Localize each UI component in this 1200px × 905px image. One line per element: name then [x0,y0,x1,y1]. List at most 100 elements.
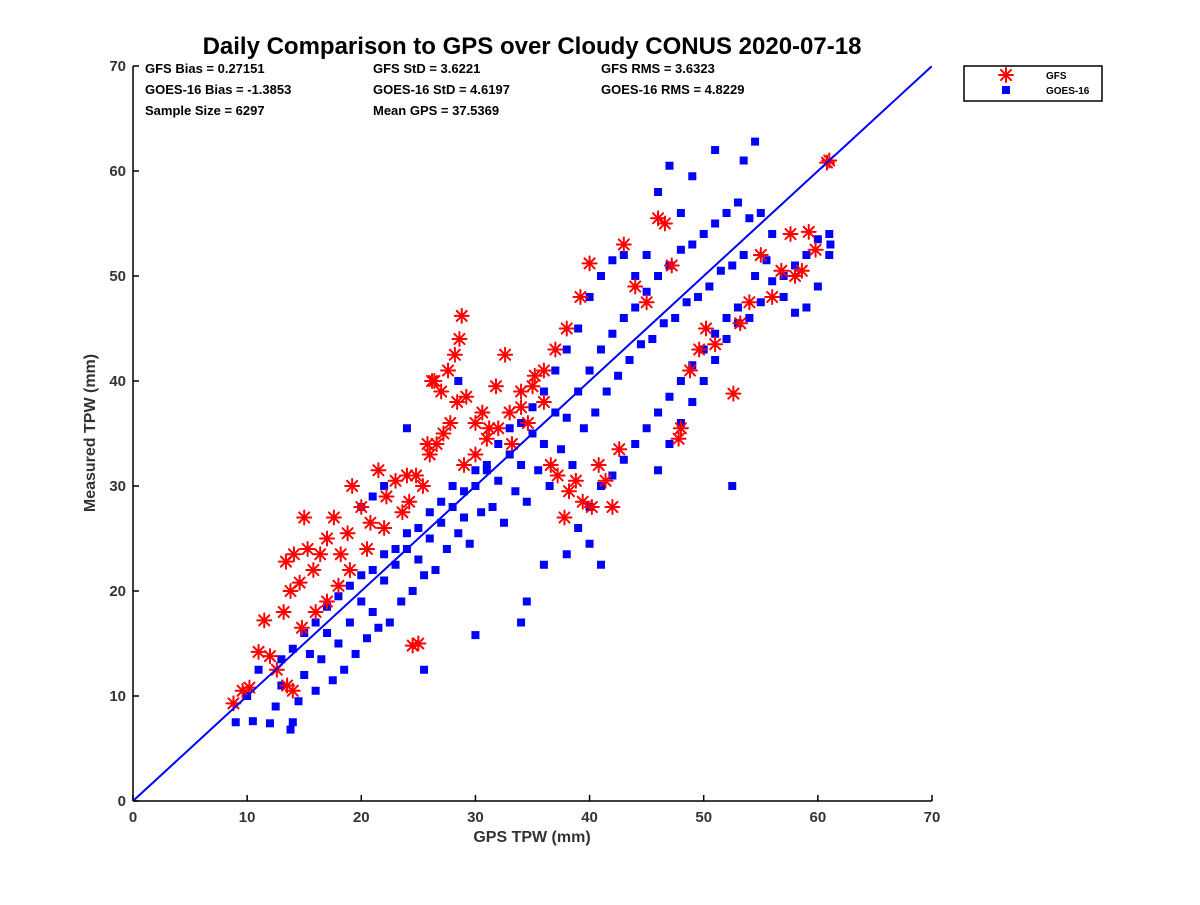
goes16-point [711,329,720,338]
goes16-point [499,518,508,527]
goes16-point [574,324,583,333]
gfs-point [296,509,313,526]
gfs-point [339,525,356,542]
gfs-point [752,247,769,263]
gfs-point [279,677,296,694]
goes16-point [711,356,720,364]
goes16-point [591,408,600,417]
goes16-point [654,188,663,196]
goes16-point [528,403,537,412]
goes16-point [522,497,531,506]
goes16-point [294,697,303,706]
stat-gfs-rms: GFS RMS = 3.6323 [601,61,715,76]
gfs-point [456,457,473,473]
legend-box [963,65,1103,102]
goes16-point [425,534,434,543]
goes16-point [625,356,634,364]
goes16-point [602,387,611,396]
goes16-point [448,482,457,490]
gfs-point [293,619,310,636]
legend-goes16-marker [1002,86,1010,94]
goes16-point [522,597,531,606]
goes16-point [768,277,777,286]
legend-gfs-marker [998,67,1014,83]
goes16-point [579,424,588,433]
goes16-point [699,377,708,385]
goes16-point [300,671,309,679]
goes16-point [357,571,366,580]
goes16-point [557,445,566,454]
goes16-point [397,597,406,606]
goes16-point [437,518,446,527]
gfs-point [793,262,810,279]
goes16-point [688,240,697,249]
gfs-point [697,320,714,337]
goes16-point [682,298,691,307]
goes16-point [826,240,835,249]
goes16-point [608,329,617,338]
goes16-point [596,560,605,569]
goes16-point [311,686,320,695]
gfs-point [663,257,680,274]
goes16-point [511,487,520,496]
goes16-point [539,387,548,396]
gfs-point [487,378,504,395]
gfs-point [398,467,415,484]
x-tick-label: 70 [924,809,941,826]
stat-goes-bias: GOES-16 Bias = -1.3853 [145,82,291,97]
gfs-point [597,472,614,489]
goes16-point [631,272,640,280]
gfs-point [474,404,491,421]
reference-layer [133,66,932,801]
goes16-point [311,618,320,627]
gfs-point [312,546,329,563]
stat-gfs-std: GFS StD = 3.6221 [373,61,480,76]
x-tick-label: 10 [239,809,256,826]
goes16-point [745,314,754,322]
goes16-point [688,172,697,181]
stat-goes-rms: GOES-16 RMS = 4.8229 [601,82,744,97]
goes16-point [454,529,463,538]
goes16-point [654,466,663,475]
x-axis-label: GPS TPW (mm) [473,829,590,846]
y-tick-label: 10 [109,688,126,705]
gfs-point [307,604,324,620]
goes16-point [699,230,708,238]
gfs-point [358,541,375,557]
gfs-point [458,388,475,405]
goes16-point [756,298,765,307]
gfs-point [682,362,699,379]
gfs-point [490,420,507,437]
goes16-point [288,718,297,727]
gfs-point [446,346,463,363]
goes16-point [517,618,526,627]
gfs-point [401,493,418,510]
goes16-point [380,550,389,559]
goes16-point [494,476,503,485]
goes16-point [385,618,394,627]
gfs-point [362,514,379,531]
goes16-point [286,725,295,734]
goes16-point [733,303,742,312]
gfs-point [299,541,316,557]
goes16-point [408,587,417,595]
x-tick-label: 60 [810,809,827,826]
y-tick-label: 30 [109,478,126,495]
goes16-point [676,209,685,217]
goes16-point [437,497,446,506]
gfs-point [442,415,459,431]
goes16-point [488,503,497,511]
goes16-point [471,466,480,475]
gfs-point [440,362,457,379]
goes16-point [471,631,480,640]
gfs-point [513,383,530,400]
goes16-point [608,471,617,480]
goes16-point [711,146,720,154]
goes16-point [517,461,526,469]
goes16-point [551,366,560,375]
gfs-point [807,241,824,258]
goes16-point [368,566,377,574]
goes16-point [791,261,800,270]
stat-sample-size: Sample Size = 6297 [145,103,265,118]
